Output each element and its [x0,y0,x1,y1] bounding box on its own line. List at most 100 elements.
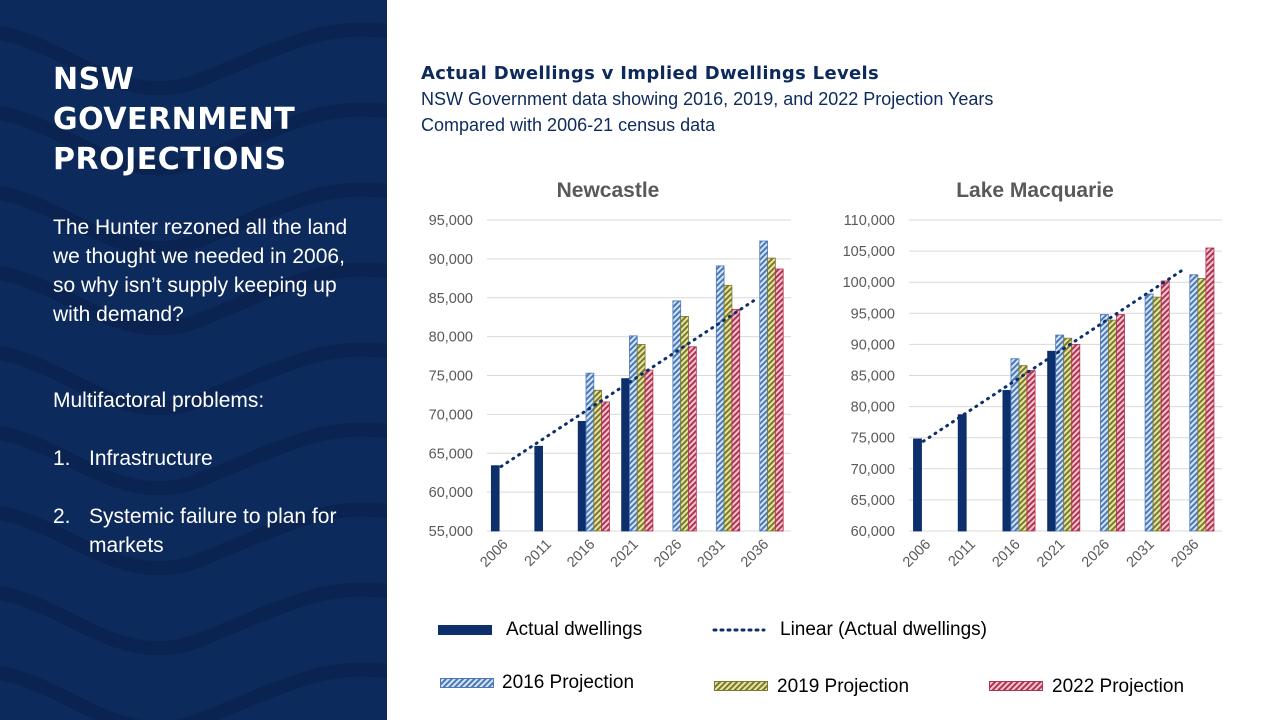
legend-2016-swatch [440,678,494,688]
bar-projection-2019-2016 [1018,365,1028,532]
legend-actual-label: Actual dwellings [506,619,643,640]
bar-projection-2019-2031 [1152,296,1162,532]
legend-2022-swatch [989,681,1043,691]
list-text: Systemic failure to plan for markets [89,505,337,557]
x-tick-label: 2011 [522,537,555,570]
bar-projection-2019-2036 [1197,278,1207,532]
bar-projection-2022-2021 [1071,343,1081,532]
y-tick-label: 65,000 [851,493,895,509]
bar-projection-2016-2031 [715,265,725,532]
legend-linear-swatch [712,628,766,632]
chart-main-title: Actual Dwellings v Implied Dwellings Lev… [421,63,879,84]
bar-projection-2016-2036 [1189,274,1199,532]
list-number: 1. [53,447,71,470]
chart-header: Actual Dwellings v Implied Dwellings Lev… [421,62,1221,138]
wave-pattern-background [0,22,387,720]
bar-projection-2016-2016 [1010,358,1020,532]
chart-title: Newcastle [557,179,660,202]
y-tick-label: 105,000 [843,244,895,260]
list-number: 2. [53,505,71,528]
bar-projection-2016-2026 [1099,314,1109,532]
list-text: Infrastructure [89,447,213,470]
bar-actual-2011 [534,445,543,532]
x-tick-label: 2031 [1124,537,1158,571]
trendline-linear-actual [493,297,758,472]
y-tick-label: 95,000 [429,213,473,229]
legend-actual-swatch [438,625,492,635]
x-tick-label: 2036 [1168,537,1202,571]
y-tick-label: 70,000 [429,407,473,423]
bar-projection-2016-2026 [672,300,682,532]
chart-subtitle-line1: NSW Government data showing 2016, 2019, … [421,89,994,109]
x-tick-label: 2021 [608,537,642,571]
y-tick-label: 95,000 [851,306,895,322]
x-tick-label: 2006 [900,537,934,571]
x-tick-label: 2016 [564,537,598,571]
bar-projection-2016-2036 [759,240,768,532]
y-tick-label: 80,000 [851,400,895,416]
x-tick-label: 2011 [946,537,979,570]
x-tick-label: 2016 [989,537,1023,571]
y-tick-label: 85,000 [429,291,473,307]
legend-2019-swatch [714,681,768,691]
y-tick-label: 65,000 [429,446,473,462]
panel-heading: NSW GOVERNMENT PROJECTIONS [53,62,296,177]
bar-actual-2016 [1002,390,1012,532]
y-tick-label: 75,000 [851,431,895,447]
chart-lake-macquarie: Lake Macquarie 60,000 65,000 70,000 75,000 80… [843,179,1222,571]
chart-title: Lake Macquarie [956,179,1114,202]
y-tick-label: 70,000 [851,462,895,478]
bar-projection-2022-2036 [1205,247,1215,532]
legend-2019-label: 2019 Projection [777,676,910,697]
bar-actual-2021 [1047,350,1057,532]
bar-projection-2019-2021 [1063,337,1073,532]
bar-projection-2022-2031 [731,309,741,532]
y-tick-label: 110,000 [844,213,895,229]
x-tick-label: 2021 [1034,537,1068,571]
legend-2016-label: 2016 Projection [502,672,635,693]
intro-paragraph: The Hunter rezoned all the land we thoug… [53,216,348,326]
bar-projection-2016-2021 [1055,334,1065,532]
x-tick-label: 2026 [651,537,685,571]
x-tick-label: 2036 [738,537,772,571]
bar-projection-2019-2036 [767,257,776,532]
bar-projection-2022-2026 [688,346,697,532]
bar-actual-2006 [913,438,922,532]
bar-actual-2021 [621,378,630,532]
bar-projection-2022-2031 [1160,280,1170,532]
chart-subtitle-line2: Compared with 2006-21 census data [421,115,716,135]
x-tick-label: 2026 [1079,537,1113,571]
bar-projection-2016-2031 [1144,293,1154,532]
y-tick-label: 60,000 [851,524,895,540]
problems-heading: Multifactoral problems: [53,389,265,412]
legend-2022-label: 2022 Projection [1052,676,1185,697]
bar-actual-2016 [577,420,587,532]
y-tick-label: 80,000 [429,330,473,346]
bar-projection-2016-2016 [585,372,595,532]
x-tick-label: 2006 [477,537,511,571]
bar-projection-2019-2016 [593,389,603,532]
bar-projection-2022-2021 [644,369,654,532]
trendline-linear-actual [915,266,1188,447]
bar-projection-2022-2016 [1026,370,1036,532]
y-tick-label: 100,000 [843,275,895,291]
y-tick-label: 75,000 [429,369,473,385]
left-panel: NSW GOVERNMENT PROJECTIONS The Hunter re… [0,0,387,720]
bar-projection-2019-2026 [1108,319,1117,532]
y-tick-label: 60,000 [429,485,473,501]
legend-linear-label: Linear (Actual dwellings) [780,619,987,640]
y-tick-label: 85,000 [851,369,895,385]
x-tick-label: 2031 [695,537,729,571]
bar-actual-2011 [957,414,967,532]
y-tick-label: 55,000 [429,524,473,540]
bar-projection-2022-2036 [774,268,784,532]
bar-projection-2019-2021 [636,343,646,532]
y-tick-label: 90,000 [429,252,473,268]
chart-newcastle: Newcastle 55,000 60,000 65,000 70,000 75,000 8… [429,179,791,571]
y-tick-label: 90,000 [851,337,895,353]
bar-projection-2022-2016 [601,401,610,532]
bar-projection-2016-2021 [629,335,638,532]
bar-actual-2006 [490,465,500,532]
bar-projection-2019-2031 [723,284,733,532]
